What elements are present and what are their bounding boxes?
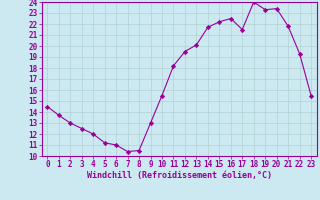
X-axis label: Windchill (Refroidissement éolien,°C): Windchill (Refroidissement éolien,°C) [87,171,272,180]
